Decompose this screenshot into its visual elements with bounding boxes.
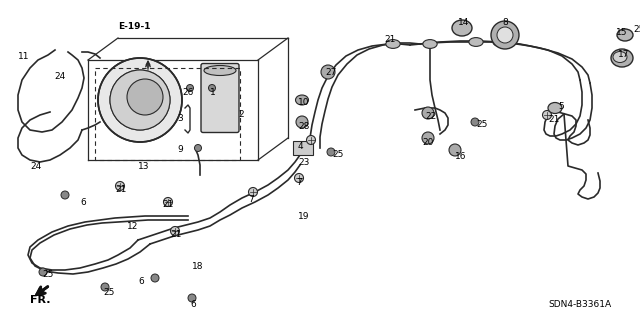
Ellipse shape	[469, 38, 483, 46]
Circle shape	[422, 107, 434, 119]
Circle shape	[497, 27, 513, 43]
Circle shape	[163, 197, 173, 206]
Text: 28: 28	[298, 122, 309, 131]
Ellipse shape	[386, 40, 400, 48]
Text: FR.: FR.	[30, 295, 51, 305]
Text: 6: 6	[190, 300, 196, 309]
Ellipse shape	[423, 40, 437, 48]
Text: 16: 16	[455, 152, 467, 161]
Ellipse shape	[204, 65, 236, 76]
Bar	[95, 68, 240, 160]
Text: 7: 7	[248, 195, 253, 204]
Circle shape	[209, 85, 216, 92]
Circle shape	[543, 110, 552, 120]
Text: 8: 8	[502, 18, 508, 27]
FancyBboxPatch shape	[201, 63, 239, 132]
Ellipse shape	[452, 20, 472, 36]
FancyArrowPatch shape	[36, 287, 48, 294]
Text: 17: 17	[618, 50, 630, 59]
Text: 6: 6	[138, 277, 144, 286]
Circle shape	[186, 85, 193, 92]
Text: 21: 21	[115, 185, 126, 194]
Bar	[293, 141, 313, 155]
Circle shape	[151, 274, 159, 282]
Ellipse shape	[611, 49, 633, 67]
Circle shape	[101, 283, 109, 291]
Circle shape	[170, 226, 179, 235]
Text: 3: 3	[177, 114, 183, 123]
Text: 5: 5	[558, 102, 564, 111]
Text: 18: 18	[192, 262, 204, 271]
Text: 27: 27	[325, 68, 337, 77]
Text: 24: 24	[54, 72, 65, 81]
Text: 14: 14	[458, 18, 469, 27]
Text: E-19-1: E-19-1	[118, 22, 150, 31]
Circle shape	[294, 174, 303, 182]
Text: 26: 26	[182, 88, 193, 97]
Text: 25: 25	[42, 270, 53, 279]
Circle shape	[307, 136, 316, 145]
Text: 21: 21	[162, 200, 173, 209]
Circle shape	[491, 21, 519, 49]
Text: 21: 21	[384, 35, 396, 44]
Circle shape	[110, 70, 170, 130]
Text: 4: 4	[298, 142, 303, 151]
Circle shape	[471, 118, 479, 126]
Text: 1: 1	[210, 88, 216, 97]
Circle shape	[248, 188, 257, 197]
Text: 23: 23	[298, 158, 309, 167]
Text: 25: 25	[634, 25, 640, 34]
Circle shape	[296, 116, 308, 128]
Text: 25: 25	[332, 150, 344, 159]
Text: 25: 25	[103, 288, 115, 297]
Text: 15: 15	[616, 28, 627, 37]
Circle shape	[39, 268, 47, 276]
Text: 22: 22	[425, 112, 436, 121]
Text: 13: 13	[138, 162, 150, 171]
Circle shape	[127, 79, 163, 115]
Circle shape	[195, 145, 202, 152]
Circle shape	[327, 148, 335, 156]
Text: 25: 25	[476, 120, 488, 129]
Ellipse shape	[296, 95, 308, 105]
Text: 7: 7	[296, 178, 301, 187]
Circle shape	[61, 191, 69, 199]
Ellipse shape	[617, 29, 633, 41]
Circle shape	[188, 294, 196, 302]
Text: 21: 21	[170, 230, 181, 239]
Text: 9: 9	[177, 145, 183, 154]
Text: 12: 12	[127, 222, 138, 231]
Text: 21: 21	[548, 115, 559, 124]
Text: 24: 24	[30, 162, 41, 171]
Ellipse shape	[548, 102, 562, 114]
Ellipse shape	[613, 51, 627, 63]
Ellipse shape	[493, 38, 507, 46]
Circle shape	[115, 182, 125, 190]
Text: 20: 20	[422, 138, 433, 147]
Text: SDN4-B3361A: SDN4-B3361A	[548, 300, 611, 309]
Circle shape	[449, 144, 461, 156]
Circle shape	[422, 132, 434, 144]
Text: 2: 2	[238, 110, 244, 119]
Text: 19: 19	[298, 212, 310, 221]
Text: 11: 11	[18, 52, 29, 61]
Text: 6: 6	[80, 198, 86, 207]
Circle shape	[98, 58, 182, 142]
Circle shape	[321, 65, 335, 79]
Text: 10: 10	[298, 98, 310, 107]
